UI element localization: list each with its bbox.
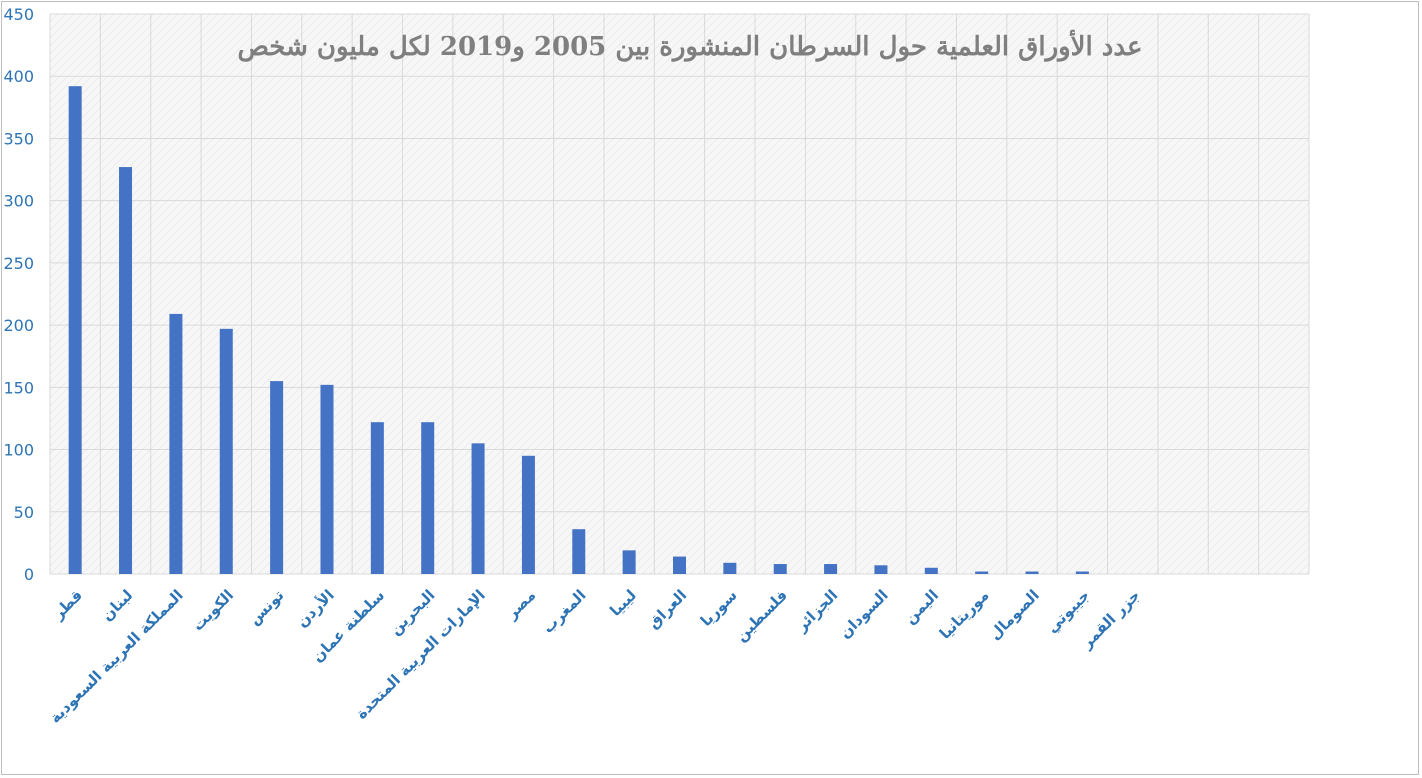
bar xyxy=(773,564,787,574)
bar xyxy=(169,313,183,574)
y-tick-label: 300 xyxy=(3,192,34,211)
y-tick-label: 250 xyxy=(3,254,34,273)
bar xyxy=(219,328,233,574)
bar xyxy=(622,550,636,574)
y-tick-label: 0 xyxy=(24,565,34,584)
y-tick-label: 400 xyxy=(3,67,34,86)
x-tick-label: اليمن xyxy=(901,586,942,627)
x-tick-label: فلسطين xyxy=(732,586,791,645)
bar xyxy=(824,564,838,574)
x-tick-label: الجزائر xyxy=(792,586,842,636)
x-tick-label: الصومال xyxy=(986,586,1043,643)
bar xyxy=(673,556,686,574)
x-tick-label: موريتانيا xyxy=(936,586,993,643)
x-tick-label: لبنان xyxy=(98,586,136,624)
bar xyxy=(119,167,133,575)
bar xyxy=(521,455,535,574)
bars xyxy=(68,86,1089,575)
gridlines xyxy=(49,13,1310,575)
x-tick-label: قطر xyxy=(49,586,86,623)
bar xyxy=(320,384,334,574)
bar xyxy=(572,529,586,574)
y-tick-label: 450 xyxy=(3,5,34,24)
bar xyxy=(421,422,435,574)
bar xyxy=(1025,571,1039,574)
x-tick-label: سوريا xyxy=(697,586,741,630)
y-axis-ticks: 0 50 100 150 200 250 300 350 400 450 xyxy=(3,5,34,584)
y-tick-label: 50 xyxy=(14,503,34,522)
x-tick-label: الكويت xyxy=(189,586,237,634)
bar xyxy=(471,443,485,574)
x-tick-label: جيبوتي xyxy=(1043,586,1093,636)
y-tick-label: 200 xyxy=(3,316,34,335)
x-tick-label: الأردن xyxy=(293,586,338,631)
chart-title: عدد الأوراق العلمية حول السرطان المنشورة… xyxy=(237,29,1142,62)
x-tick-label: العراق xyxy=(644,586,690,632)
bar xyxy=(874,565,888,574)
bar xyxy=(270,381,284,574)
y-tick-label: 150 xyxy=(3,378,34,397)
x-tick-label: السودان xyxy=(836,586,892,642)
bar xyxy=(370,422,384,574)
x-tick-label: تونس xyxy=(245,586,287,628)
x-tick-label: ليبيا xyxy=(606,586,640,620)
bar xyxy=(723,562,737,574)
x-tick-label: مصر xyxy=(502,586,539,623)
bar xyxy=(68,86,82,574)
y-tick-label: 350 xyxy=(3,129,34,148)
plot-area xyxy=(50,14,1309,574)
bar xyxy=(1075,571,1089,574)
x-tick-label: المغرب xyxy=(539,586,590,637)
bar xyxy=(924,567,938,574)
bar xyxy=(975,571,989,574)
plot-hatch xyxy=(50,14,1309,574)
y-tick-label: 100 xyxy=(3,441,34,460)
